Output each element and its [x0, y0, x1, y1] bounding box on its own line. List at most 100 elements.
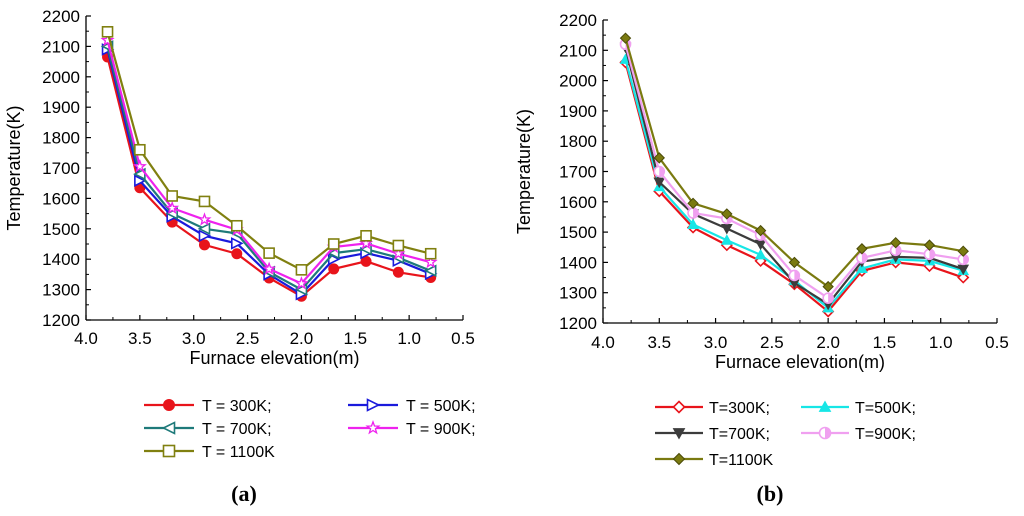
- y-tick-label: 1200: [42, 311, 80, 330]
- data-point-marker: [365, 420, 381, 435]
- y-tick-label: 1900: [559, 102, 597, 121]
- data-point-marker: [294, 276, 309, 290]
- data-point-marker: [366, 398, 381, 412]
- data-point-marker: [889, 236, 902, 249]
- x-tick-label: 0.5: [451, 329, 475, 348]
- data-point-marker-fill: [659, 166, 665, 177]
- y-tick-label: 1900: [42, 98, 80, 117]
- data-point-marker: [720, 234, 733, 245]
- data-point-marker-fill: [861, 252, 867, 263]
- legend-label: T=700K;: [709, 426, 770, 443]
- data-point-marker: [100, 32, 115, 47]
- y-tick-label: 2200: [559, 11, 597, 30]
- series-line: [106, 40, 431, 285]
- y-tick-label: 1700: [559, 163, 597, 182]
- legend-item: T = 500K;: [348, 398, 476, 415]
- y-tick-label: 2200: [42, 7, 80, 26]
- legend-item: T = 700K;: [144, 421, 272, 438]
- data-point-marker: [619, 32, 632, 44]
- data-point-marker: [262, 261, 277, 275]
- legend-label: T=300K;: [709, 400, 770, 417]
- y-axis-title: Temperature(K): [514, 109, 534, 234]
- data-point-marker: [721, 208, 733, 220]
- y-tick-label: 1500: [559, 223, 597, 242]
- x-tick-label: 0.5: [985, 333, 1009, 352]
- legend-item: T = 1100K: [144, 444, 275, 461]
- series-1: [101, 43, 438, 301]
- data-point-marker: [231, 237, 244, 250]
- y-tick-label: 1300: [42, 281, 80, 300]
- series-line: [624, 37, 964, 289]
- series-line: [106, 31, 431, 272]
- data-point-marker: [162, 444, 176, 458]
- data-point-marker: [358, 236, 374, 250]
- data-point-marker: [295, 264, 308, 276]
- y-tick-label: 1800: [559, 132, 597, 151]
- data-point-marker: [653, 152, 665, 164]
- legend: T=300K; T=500K; T=700K; T=900K; T=1100K: [655, 400, 916, 469]
- data-point-marker: [166, 190, 178, 202]
- x-axis-title: Furnace elevation(m): [189, 348, 359, 368]
- data-point-marker: [360, 229, 372, 242]
- data-point-marker: [328, 263, 340, 275]
- data-point-marker: [672, 452, 686, 466]
- series-3: [100, 32, 438, 290]
- data-point-marker: [754, 248, 767, 260]
- data-point-marker: [134, 143, 146, 156]
- data-point-marker-fill: [895, 245, 901, 256]
- legend-item: T=1100K: [655, 452, 774, 469]
- data-point-marker: [165, 200, 180, 215]
- legend-item: T=300K;: [655, 400, 770, 417]
- legend-label: T = 300K;: [202, 398, 272, 415]
- data-point-marker: [198, 239, 210, 251]
- data-point-marker: [720, 223, 733, 235]
- data-point-marker-fill: [825, 427, 831, 439]
- x-tick-label: 3.5: [647, 333, 671, 352]
- legend-label: T = 1100K: [202, 444, 275, 461]
- data-point-marker: [687, 197, 699, 210]
- data-point-marker: [424, 247, 437, 260]
- data-point-marker-fill: [963, 254, 969, 265]
- data-point-marker: [263, 247, 275, 259]
- series-4: [619, 32, 969, 293]
- data-point-marker: [391, 246, 406, 260]
- data-point-marker: [327, 238, 340, 250]
- y-tick-label: 1200: [559, 314, 597, 333]
- x-axis-title: Furnace elevation(m): [715, 352, 885, 372]
- data-point-marker: [923, 239, 936, 251]
- y-tick-label: 1600: [559, 193, 597, 212]
- legend-item: T = 300K;: [144, 398, 272, 415]
- panel-label: (a): [231, 481, 257, 506]
- data-point-marker: [231, 219, 243, 232]
- y-tick-label: 2000: [42, 68, 80, 87]
- data-point-marker: [161, 421, 176, 435]
- data-point-marker: [197, 222, 211, 236]
- y-tick-label: 1600: [42, 189, 80, 208]
- data-point-marker: [101, 26, 114, 38]
- legend-label: T = 500K;: [406, 398, 476, 415]
- y-axis-title: Temperature(K): [4, 105, 24, 230]
- x-tick-label: 1.5: [873, 333, 897, 352]
- legend-label: T=500K;: [855, 400, 916, 417]
- x-tick-label: 2.5: [236, 329, 260, 348]
- legend-label: T=1100K: [709, 452, 774, 469]
- x-tick-label: 4.0: [74, 329, 98, 348]
- x-tick-label: 4.0: [591, 333, 615, 352]
- y-tick-label: 1400: [42, 250, 80, 269]
- data-point-marker: [788, 256, 801, 269]
- series-4: [101, 26, 437, 276]
- data-point-marker: [822, 280, 834, 293]
- x-tick-label: 2.0: [816, 333, 840, 352]
- data-point-marker: [392, 239, 405, 252]
- chart-panel-b: 1200 1300 1400 1500 1600 1700 1800 1900 2000 2100…: [514, 11, 1009, 506]
- data-point-marker: [134, 174, 147, 188]
- chart-panel-a: 1200 1300 1400 1500 1600 1700 1800 1900 2000 2100…: [4, 7, 476, 506]
- series-line: [106, 56, 431, 298]
- y-tick-label: 1300: [559, 284, 597, 303]
- y-tick-label: 2100: [42, 37, 80, 56]
- x-tick-label: 1.5: [343, 329, 367, 348]
- legend-item: T = 900K;: [348, 420, 476, 438]
- y-tick-label: 1700: [42, 159, 80, 178]
- data-point-marker-fill: [828, 293, 834, 304]
